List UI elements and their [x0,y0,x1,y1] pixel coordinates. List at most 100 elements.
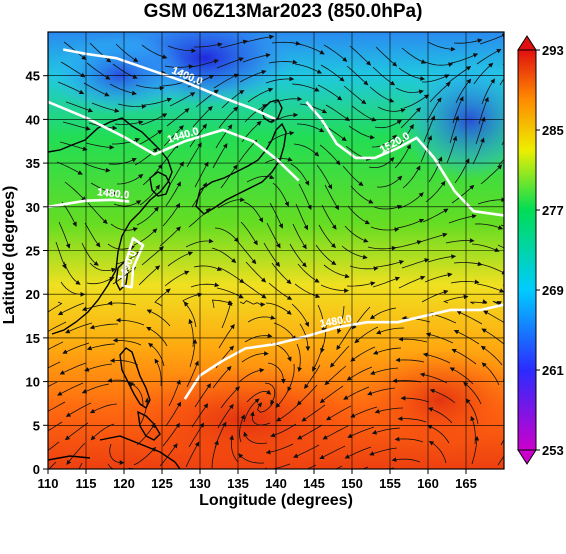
streamline [265,443,294,455]
streamline [306,464,317,469]
streamline [82,162,111,173]
streamline [194,161,209,188]
streamline [270,112,299,124]
x-tick-label: 150 [341,476,363,491]
streamline [57,81,85,95]
streamline [267,130,295,144]
streamline [476,48,502,65]
streamline [107,463,134,469]
streamline [372,347,402,355]
streamline [190,59,219,68]
streamline [392,378,422,384]
streamline [268,282,293,300]
streamline [81,242,99,266]
streamline [343,85,367,105]
streamline [427,41,456,52]
contour-line [62,48,277,121]
streamline [299,103,328,114]
lat-lon-grid [48,32,504,469]
streamline [276,403,300,422]
streamline [292,223,307,250]
y-tick-label: 10 [26,375,40,390]
streamline [296,343,303,373]
streamline [273,322,296,341]
streamline [367,387,396,396]
streamline [473,62,494,85]
streamline [188,207,211,228]
streamline [109,443,125,466]
colorbar-tick-label: 277 [542,203,564,218]
streamline [290,163,310,186]
streamline [291,83,320,92]
streamline [329,345,350,368]
streamline [165,401,182,427]
streamline [321,204,337,230]
streamline [472,137,485,165]
warm-air-region [115,365,375,469]
streamline [140,113,168,126]
streamline [48,341,64,350]
streamline [335,465,343,469]
streamline [211,439,219,469]
streamline [324,184,340,211]
streamline [344,446,372,459]
streamline [291,303,309,328]
contour-label: 1480.0 [319,313,353,330]
streamline [86,343,116,351]
streamline [64,181,87,202]
streamline [316,164,333,190]
streamline [164,270,190,287]
x-tick-label: 145 [303,476,325,491]
streamline [267,362,286,384]
streamline [78,462,83,469]
streamline [371,134,397,148]
streamline [323,44,348,62]
streamline [57,382,84,396]
colorbar: 253 261 269 277 285 293 [517,35,564,465]
streamline [141,246,164,266]
streamline [399,192,424,209]
streamline [246,174,275,183]
streamline [398,67,426,81]
streamline [159,443,178,467]
streamline [297,263,320,283]
streamline [246,389,272,403]
streamline [167,251,194,267]
streamline [245,34,275,43]
streamline [368,157,395,168]
streamline [217,197,245,209]
contour-line [48,100,300,182]
streamline [137,129,163,146]
streamline [369,447,398,456]
x-tick-label: 140 [265,476,287,491]
streamline [370,226,400,232]
streamline [304,364,321,389]
streamline [317,304,327,333]
streamline [167,45,197,54]
streamline [492,300,502,306]
streamline [112,338,142,346]
x-tick-label: 125 [151,476,173,491]
x-tick-label: 110 [38,476,59,491]
colorbar-bar [517,49,537,451]
streamline [374,119,402,129]
streamline [242,53,271,63]
streamline [298,183,312,211]
streamline [229,434,239,463]
streamline [264,382,276,405]
streamline [351,105,377,122]
colorbar-tick-label: 253 [542,443,564,458]
streamline [395,357,425,363]
streamline [449,367,474,385]
streamline [429,388,456,404]
streamline [319,445,346,459]
x-tick-label: 120 [113,476,135,491]
streamline [221,300,233,329]
streamline [447,65,472,84]
streamline [347,205,371,225]
streamline [162,422,180,447]
streamline [133,446,157,466]
colorbar-max-arrow [517,35,537,51]
streamline [268,59,298,65]
